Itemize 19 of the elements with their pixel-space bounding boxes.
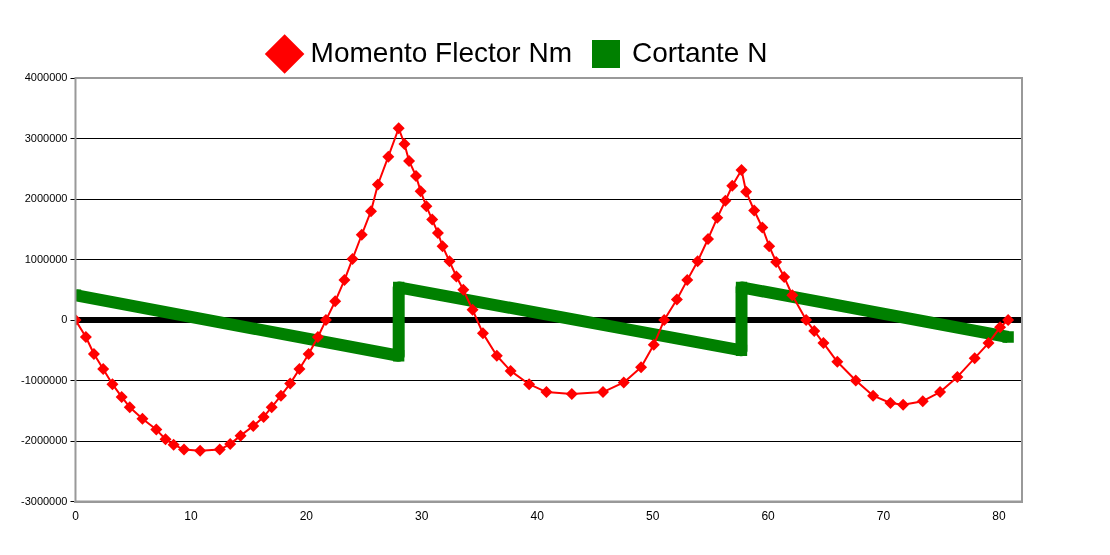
x-tick-label: 60 xyxy=(761,509,776,524)
y-tick-label: 3000000 xyxy=(24,131,68,144)
y-tick-label: -1000000 xyxy=(20,373,68,386)
y-tick-label: -2000000 xyxy=(20,434,68,447)
y-tick-label: 1000000 xyxy=(24,252,68,265)
legend-label: Momento Flector Nm xyxy=(310,36,573,68)
x-tick-label: 0 xyxy=(72,509,80,524)
x-tick-label: 10 xyxy=(184,509,198,524)
x-tick-label: 70 xyxy=(876,509,891,524)
x-tick-label: 50 xyxy=(645,509,660,524)
y-tick-label: -3000000 xyxy=(20,494,68,507)
y-tick-label: 0 xyxy=(61,313,68,326)
y-tick-label: 4000000 xyxy=(24,71,68,84)
x-tick-label: 40 xyxy=(530,509,545,524)
legend-label: Cortante N xyxy=(632,36,768,68)
y-tick-label: 2000000 xyxy=(24,192,68,205)
x-tick-label: 80 xyxy=(992,509,1006,524)
x-tick-label: 30 xyxy=(415,509,429,524)
x-tick-label: 20 xyxy=(299,509,314,524)
